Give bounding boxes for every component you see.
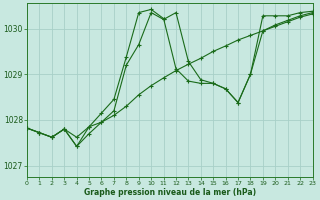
X-axis label: Graphe pression niveau de la mer (hPa): Graphe pression niveau de la mer (hPa) bbox=[84, 188, 256, 197]
